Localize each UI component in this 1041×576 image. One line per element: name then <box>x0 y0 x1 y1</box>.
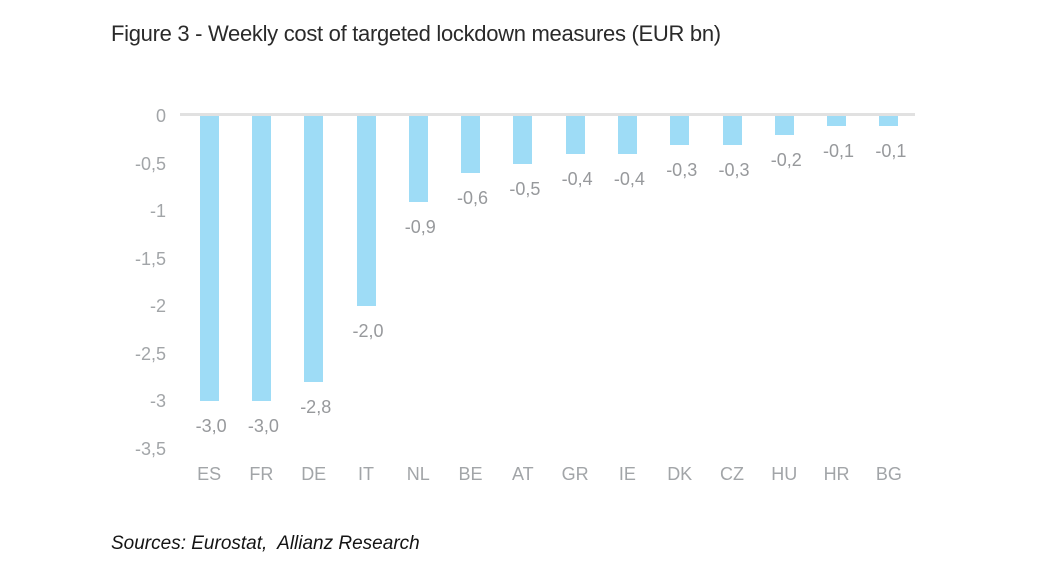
bar-gr <box>565 116 585 154</box>
sources-note: Sources: Eurostat, Allianz Research <box>111 533 420 554</box>
bar-cz <box>722 116 742 145</box>
bar-bg <box>879 116 899 126</box>
data-label-fr: -3,0 <box>247 416 279 436</box>
bar-nl <box>408 116 428 202</box>
y-axis-tick-label: -1,5 <box>134 248 166 269</box>
data-label-at: -0,5 <box>509 178 541 199</box>
x-axis-category-label-de: DE <box>301 464 327 484</box>
bar-be <box>461 116 481 173</box>
x-axis-category-label-nl: NL <box>406 464 430 484</box>
data-label-hr: -0,1 <box>823 140 855 161</box>
bar-dk <box>670 116 690 145</box>
figure-title: Figure 3 - Weekly cost of targeted lockd… <box>111 21 721 46</box>
x-axis-zero-line <box>180 113 915 116</box>
data-label-es: -3,0 <box>195 416 227 436</box>
y-axis-tick-label: -2,5 <box>134 343 166 364</box>
x-axis-category-label-cz: CZ <box>720 464 744 484</box>
x-axis-category-label-be: BE <box>458 464 483 484</box>
y-axis-tick-label: -3,5 <box>134 438 166 459</box>
bar-hr <box>827 116 847 126</box>
bar-hu <box>774 116 794 135</box>
x-axis-category-label-fr: FR <box>249 464 274 484</box>
x-axis-category-label-at: AT <box>512 464 534 484</box>
x-axis-category-label-es: ES <box>197 464 222 484</box>
data-label-hu: -0,2 <box>770 150 802 170</box>
x-axis-category-label-hu: HU <box>771 464 798 484</box>
x-axis-category-label-bg: BG <box>875 464 902 484</box>
x-axis-category-label-it: IT <box>358 464 374 484</box>
bar-at <box>513 116 533 164</box>
y-axis-tick-label: -3 <box>149 391 166 411</box>
bar-de <box>304 116 324 382</box>
data-label-de: -2,8 <box>300 397 332 417</box>
x-axis-category-label-dk: DK <box>667 464 693 484</box>
y-axis-tick-label: 0 <box>155 106 166 126</box>
bar-ie <box>617 116 637 154</box>
data-label-be: -0,6 <box>457 188 489 208</box>
data-label-dk: -0,3 <box>666 159 698 180</box>
y-axis-tick-label: -1 <box>149 201 166 221</box>
data-label-bg: -0,1 <box>875 140 907 161</box>
data-label-it: -2,0 <box>352 321 384 341</box>
x-axis-category-label-ie: IE <box>618 464 636 484</box>
data-label-cz: -0,3 <box>718 159 750 180</box>
bar-fr <box>251 116 271 401</box>
y-axis-tick-label: -2 <box>149 296 166 316</box>
data-label-ie: -0,4 <box>613 169 645 189</box>
x-axis-category-label-gr: GR <box>561 464 589 484</box>
bar-it <box>356 116 376 306</box>
x-axis-category-label-hr: HR <box>823 464 850 484</box>
data-label-gr: -0,4 <box>561 169 593 189</box>
bar-es <box>199 116 219 401</box>
data-label-nl: -0,9 <box>404 216 436 237</box>
y-axis-tick-label: -0,5 <box>134 153 166 174</box>
